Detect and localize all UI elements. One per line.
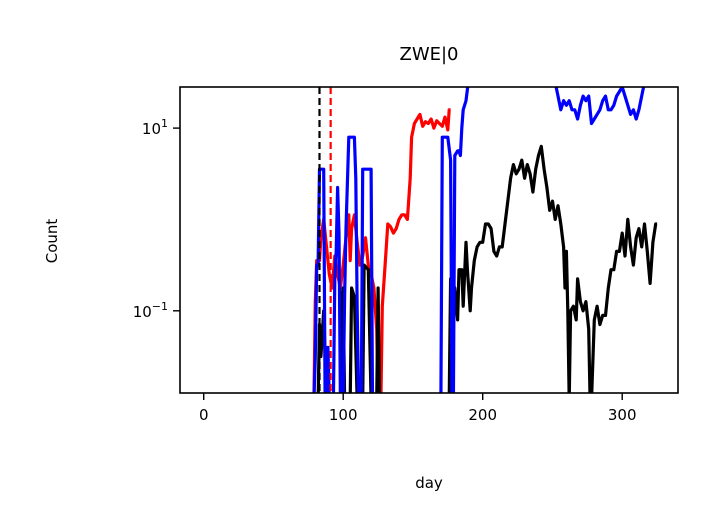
y-axis-ticks: 10−1 101 (133, 117, 180, 321)
series-line-1 (316, 144, 658, 393)
y-tick-label-1: 101 (142, 117, 168, 138)
plot-frame (179, 86, 679, 394)
y-tick-label-0: 10−1 (133, 300, 168, 321)
vline-layer (318, 87, 332, 393)
chart-title: ZWE|0 (399, 44, 458, 65)
x-axis-ticks: 0 100 200 300 (199, 393, 637, 424)
x-tick-label-2: 200 (468, 406, 497, 424)
x-tick-label-0: 0 (199, 406, 209, 424)
x-tick-label-3: 300 (608, 406, 637, 424)
y-axis-label: Count (43, 219, 61, 264)
x-tick-label-1: 100 (329, 406, 358, 424)
x-axis-label: day (415, 474, 443, 492)
series-line-2 (312, 87, 646, 393)
